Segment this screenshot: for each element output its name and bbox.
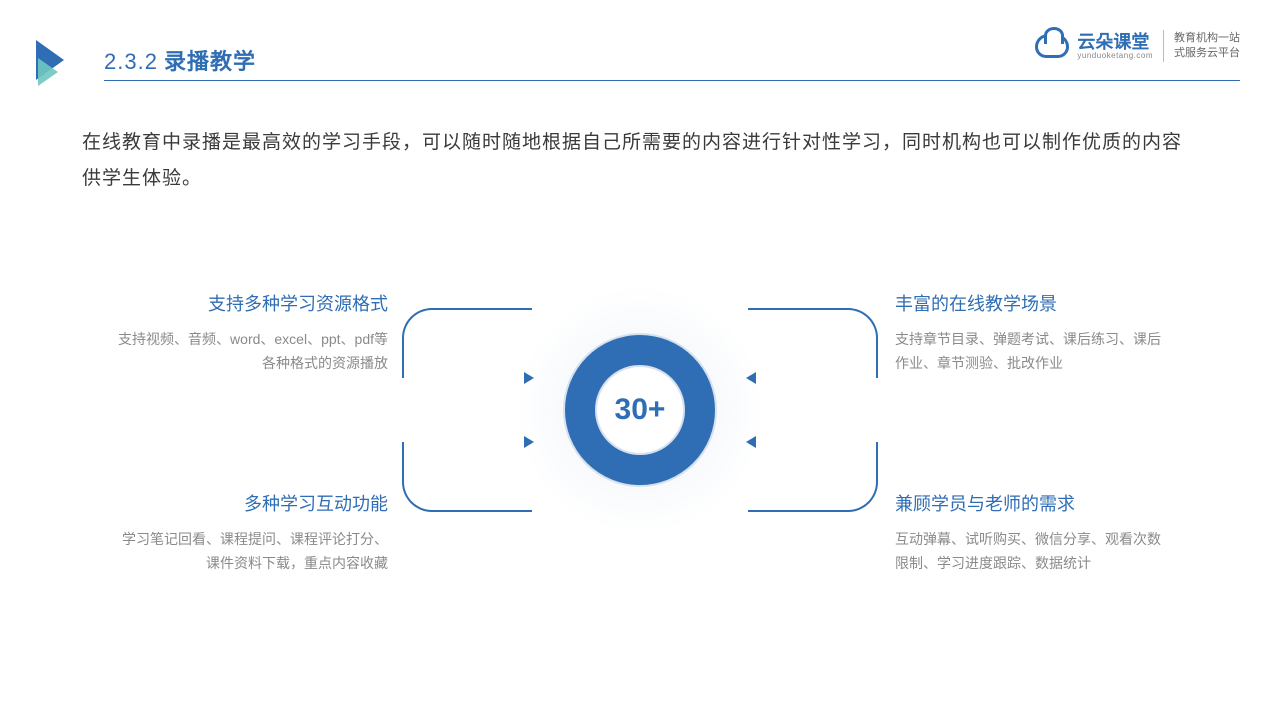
brand-name: 云朵课堂 — [1077, 33, 1153, 51]
brand-tagline-l2: 式服务云平台 — [1174, 46, 1240, 61]
feature-top-left: 支持多种学习资源格式 支持视频、音频、word、excel、ppt、pdf等各种… — [118, 290, 388, 376]
feature-top-right: 丰富的在线教学场景 支持章节目录、弹题考试、课后练习、课后作业、章节测验、批改作… — [895, 290, 1165, 376]
brand-text: 云朵课堂 yunduoketang.com — [1077, 33, 1153, 60]
dial-value: 30+ — [615, 393, 666, 427]
header-play-icon — [36, 40, 76, 80]
feature-desc: 支持视频、音频、word、excel、ppt、pdf等各种格式的资源播放 — [118, 328, 388, 376]
brand-tagline-l1: 教育机构一站 — [1174, 31, 1240, 46]
header-rule — [104, 80, 1240, 81]
feature-bottom-right: 兼顾学员与老师的需求 互动弹幕、试听购买、微信分享、观看次数限制、学习进度跟踪、… — [895, 490, 1165, 576]
feature-title: 多种学习互动功能 — [118, 490, 388, 516]
intro-paragraph: 在线教育中录播是最高效的学习手段，可以随时随地根据自己所需要的内容进行针对性学习… — [82, 125, 1198, 197]
cloud-icon — [1035, 34, 1069, 58]
feature-bottom-left: 多种学习互动功能 学习笔记回看、课程提问、课程评论打分、课件资料下载，重点内容收… — [118, 490, 388, 576]
dial-ring: 30+ — [565, 335, 715, 485]
connector-bottom-left — [402, 442, 532, 512]
center-dial: 30+ — [515, 285, 765, 535]
brand-separator — [1163, 30, 1164, 62]
section-number: 2.3.2 — [104, 49, 158, 74]
feature-desc: 支持章节目录、弹题考试、课后练习、课后作业、章节测验、批改作业 — [895, 328, 1165, 376]
feature-title: 丰富的在线教学场景 — [895, 290, 1165, 316]
brand-domain: yunduoketang.com — [1077, 51, 1153, 60]
feature-desc: 学习笔记回看、课程提问、课程评论打分、课件资料下载，重点内容收藏 — [118, 528, 388, 576]
connector-top-right — [748, 308, 878, 378]
section-name: 录播教学 — [164, 49, 256, 74]
section-title: 2.3.2录播教学 — [104, 44, 256, 76]
connector-bottom-right — [748, 442, 878, 512]
brand-block: 云朵课堂 yunduoketang.com 教育机构一站 式服务云平台 — [1035, 30, 1240, 62]
feature-desc: 互动弹幕、试听购买、微信分享、观看次数限制、学习进度跟踪、数据统计 — [895, 528, 1165, 576]
feature-title: 兼顾学员与老师的需求 — [895, 490, 1165, 516]
brand-tagline: 教育机构一站 式服务云平台 — [1174, 31, 1240, 62]
connector-top-left — [402, 308, 532, 378]
feature-title: 支持多种学习资源格式 — [118, 290, 388, 316]
